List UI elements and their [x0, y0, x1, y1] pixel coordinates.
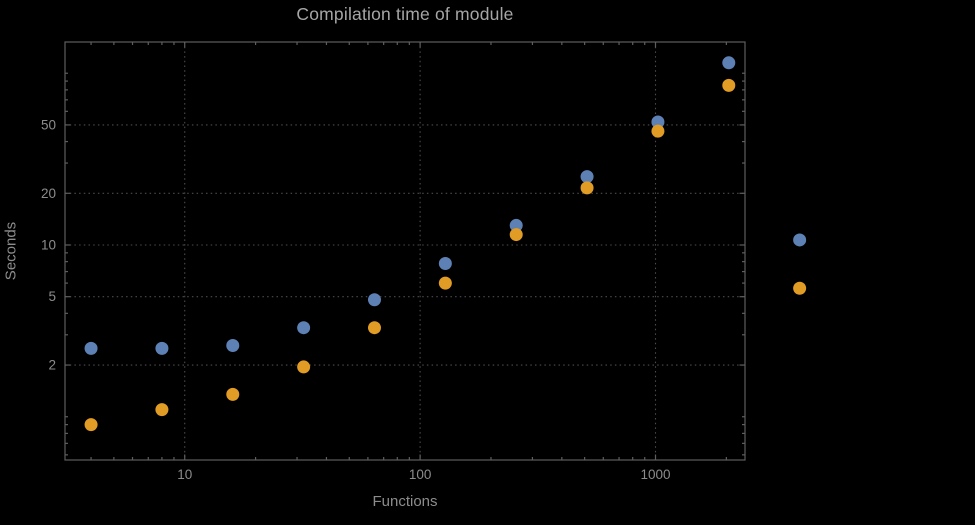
data-point-blue: [84, 341, 98, 355]
data-point-blue: [793, 233, 807, 247]
y-tick-label: 2: [48, 358, 56, 373]
x-tick-label: 100: [409, 467, 432, 482]
plot-frame: [64, 41, 746, 461]
data-point-orange: [367, 321, 381, 335]
data-point-orange: [84, 418, 98, 432]
y-tick-label: 10: [41, 237, 56, 252]
data-point-blue: [651, 115, 665, 129]
data-point-blue: [226, 338, 240, 352]
data-point-blue: [367, 293, 381, 307]
data-point-blue: [580, 170, 594, 184]
data-point-blue: [297, 321, 311, 335]
x-tick-label: 1000: [640, 467, 670, 482]
data-point-orange: [509, 228, 523, 242]
chart-title: Compilation time of module: [296, 4, 514, 24]
data-point-orange: [226, 387, 240, 401]
data-point-orange: [793, 281, 807, 295]
x-tick-label: 10: [177, 467, 192, 482]
data-point-blue: [722, 56, 736, 70]
y-tick-label: 50: [41, 117, 56, 132]
data-point-blue: [438, 257, 452, 271]
data-point-orange: [438, 276, 452, 290]
data-point-orange: [722, 78, 736, 92]
x-axis-label: Functions: [372, 493, 438, 510]
data-point-orange: [651, 124, 665, 138]
y-tick-label: 20: [41, 186, 56, 201]
data-point-blue: [509, 218, 523, 232]
y-axis-label: Seconds: [2, 221, 20, 281]
y-tick-label: 5: [48, 289, 56, 304]
data-point-orange: [580, 181, 594, 195]
data-point-orange: [155, 403, 169, 417]
data-point-orange: [297, 360, 311, 374]
data-point-blue: [155, 341, 169, 355]
